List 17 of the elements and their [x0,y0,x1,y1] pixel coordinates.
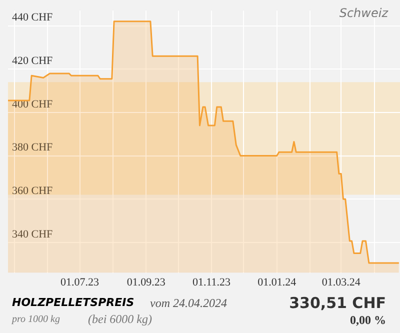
text: HOLZPELLETSPREIS [12,296,134,309]
y-tick-label: 440 CHF [12,12,53,24]
y-tick-label: 420 CHF [12,55,53,67]
x-tick-label: 01.09.23 [126,276,166,288]
text: 330,51 CHF [289,294,386,312]
text: pro 1000 kg [12,314,60,325]
annotation: Schweiz [339,6,388,20]
text: vom 24.04.2024 [150,296,227,311]
text: 0,00 % [350,313,386,328]
x-tick-label: 01.03.24 [322,276,361,288]
x-tick-label: 01.11.23 [192,276,232,288]
x-tick-label: 01.07.23 [60,276,100,288]
x-tick-label: 01.01.24 [258,276,297,288]
y-tick-label: 360 CHF [12,185,53,198]
y-tick-label: 340 CHF [12,228,53,240]
y-tick-label: 380 CHF [12,142,53,154]
text: (bei 6000 kg) [88,312,152,327]
